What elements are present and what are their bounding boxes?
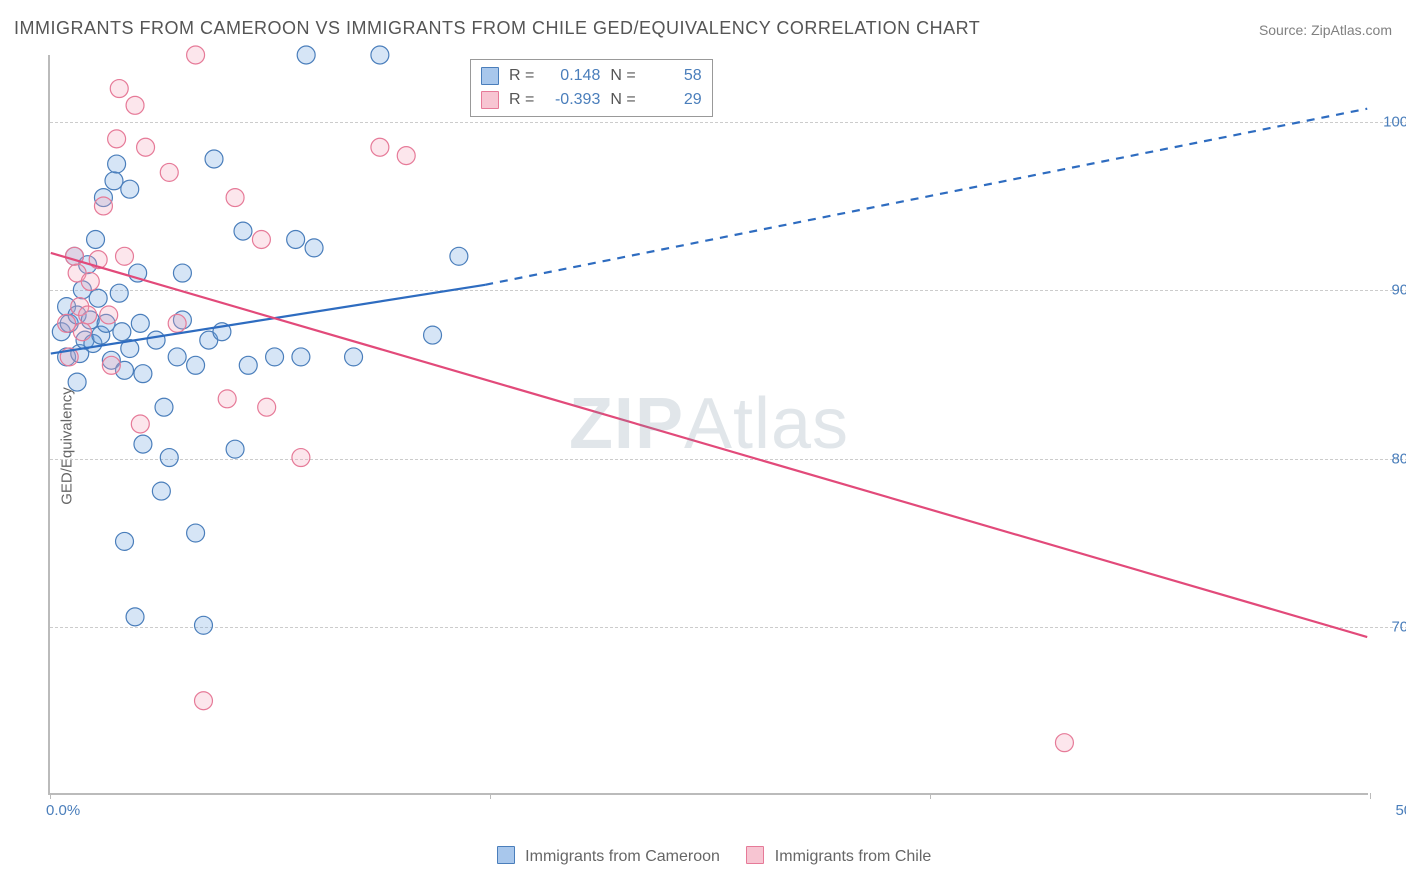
stats-row-cameroon: R = 0.148 N = 58 [481,64,702,88]
n-value-cameroon: 58 [646,64,702,88]
legend-label-chile: Immigrants from Chile [775,848,931,865]
stats-row-chile: R = -0.393 N = 29 [481,88,702,112]
x-tick-label: 0.0% [46,802,80,819]
y-tick-label: 90.0% [1391,282,1406,299]
n-label: N = [610,88,635,112]
n-value-chile: 29 [646,88,702,112]
legend-label-cameroon: Immigrants from Cameroon [525,848,720,865]
r-value-cameroon: 0.148 [544,64,600,88]
bottom-legend: Immigrants from Cameroon Immigrants from… [0,846,1406,866]
stats-legend-box: R = 0.148 N = 58 R = -0.393 N = 29 [470,59,713,117]
y-tick-label: 80.0% [1391,450,1406,467]
r-label: R = [509,64,534,88]
chart-title: IMMIGRANTS FROM CAMEROON VS IMMIGRANTS F… [14,18,980,39]
source-attribution: Source: ZipAtlas.com [1259,22,1392,38]
legend-swatch-cameroon-icon [497,846,515,864]
chart-container: IMMIGRANTS FROM CAMEROON VS IMMIGRANTS F… [0,0,1406,892]
r-label: R = [509,88,534,112]
n-label: N = [610,64,635,88]
y-tick-label: 100.0% [1383,114,1406,131]
swatch-cameroon-icon [481,67,499,85]
chart-svg [50,55,1368,793]
x-tick-label: 50.0% [1395,802,1406,819]
r-value-chile: -0.393 [544,88,600,112]
legend-swatch-chile-icon [746,846,764,864]
plot-area: R = 0.148 N = 58 R = -0.393 N = 29 ZIPAt… [48,55,1368,795]
swatch-chile-icon [481,91,499,109]
y-tick-label: 70.0% [1391,618,1406,635]
